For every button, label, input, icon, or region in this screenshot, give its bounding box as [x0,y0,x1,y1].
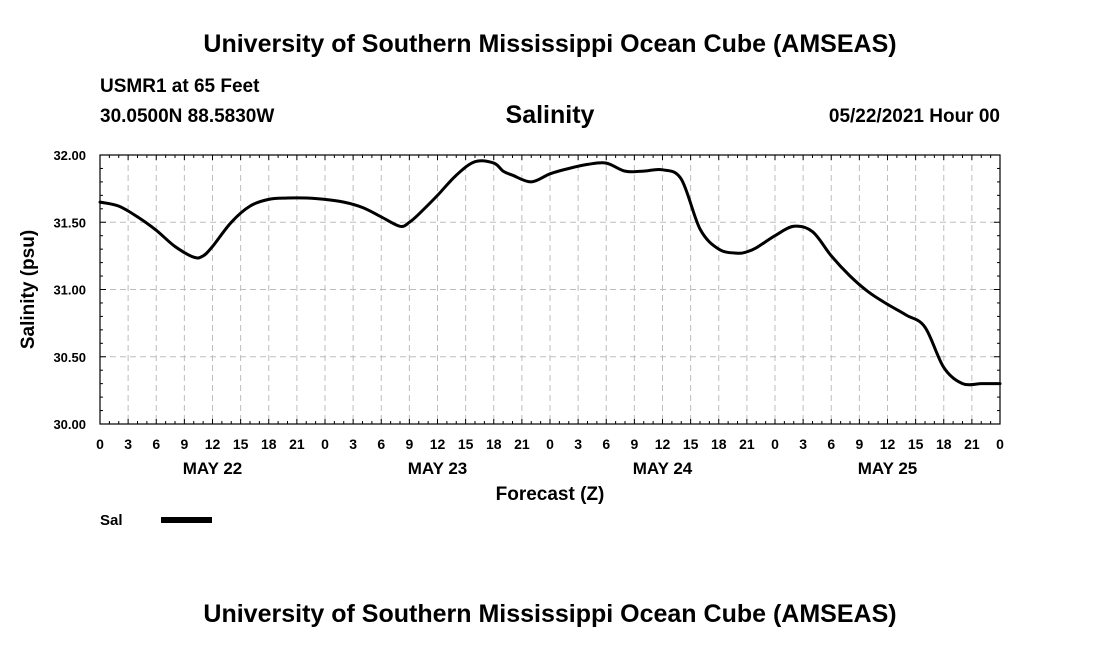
x-tick-label: 3 [349,436,357,452]
legend-label: Sal [100,512,123,529]
x-day-label: MAY 23 [408,459,468,478]
x-axis-title: Forecast (Z) [496,484,605,505]
x-tick-label: 0 [96,436,104,452]
footer-title: University of Southern Mississippi Ocean… [203,600,897,628]
page-title: University of Southern Mississippi Ocean… [203,30,897,58]
forecast-datetime: 05/22/2021 Hour 00 [828,106,1000,127]
x-tick-label: 15 [233,436,249,452]
x-tick-label: 0 [771,436,779,452]
x-tick-label: 0 [996,436,1004,452]
series-line-sal [98,159,1002,387]
x-tick-label: 18 [711,436,727,452]
coordinates-label: 30.0500N 88.5830W [100,106,275,127]
y-axis-title: Salinity (psu) [18,230,39,349]
x-tick-label: 21 [289,436,305,452]
x-tick-label: 0 [546,436,554,452]
x-tick-label: 18 [486,436,502,452]
x-tick-label: 9 [180,436,188,452]
x-tick-label: 15 [908,436,924,452]
x-day-label: MAY 22 [183,459,243,478]
y-tick-label: 31.00 [53,283,86,298]
y-tick-label: 30.50 [53,350,86,365]
x-day-label: MAY 25 [858,459,918,478]
x-tick-label: 12 [880,436,896,452]
x-tick-label: 18 [261,436,277,452]
x-tick-label: 12 [205,436,221,452]
x-tick-label: 12 [430,436,446,452]
x-tick-label: 3 [124,436,132,452]
x-tick-label: 9 [630,436,638,452]
x-tick-label: 15 [683,436,699,452]
x-tick-label: 9 [855,436,863,452]
x-tick-label: 6 [152,436,160,452]
x-day-label: MAY 24 [633,459,693,478]
x-tick-label: 6 [602,436,610,452]
station-label: USMR1 at 65 Feet [100,76,260,97]
x-tick-label: 21 [514,436,530,452]
y-tick-label: 30.00 [53,417,86,432]
chart-title: Salinity [505,101,595,129]
x-tick-label: 3 [574,436,582,452]
x-tick-label: 0 [321,436,329,452]
x-tick-label: 6 [377,436,385,452]
x-tick-label: 9 [405,436,413,452]
y-tick-label: 31.50 [53,215,86,230]
x-tick-label: 18 [936,436,952,452]
x-tick-label: 12 [655,436,671,452]
x-tick-label: 21 [964,436,980,452]
x-tick-label: 6 [827,436,835,452]
x-tick-label: 15 [458,436,474,452]
x-tick-label: 3 [799,436,807,452]
y-tick-label: 32.00 [53,148,86,163]
x-tick-label: 21 [739,436,755,452]
